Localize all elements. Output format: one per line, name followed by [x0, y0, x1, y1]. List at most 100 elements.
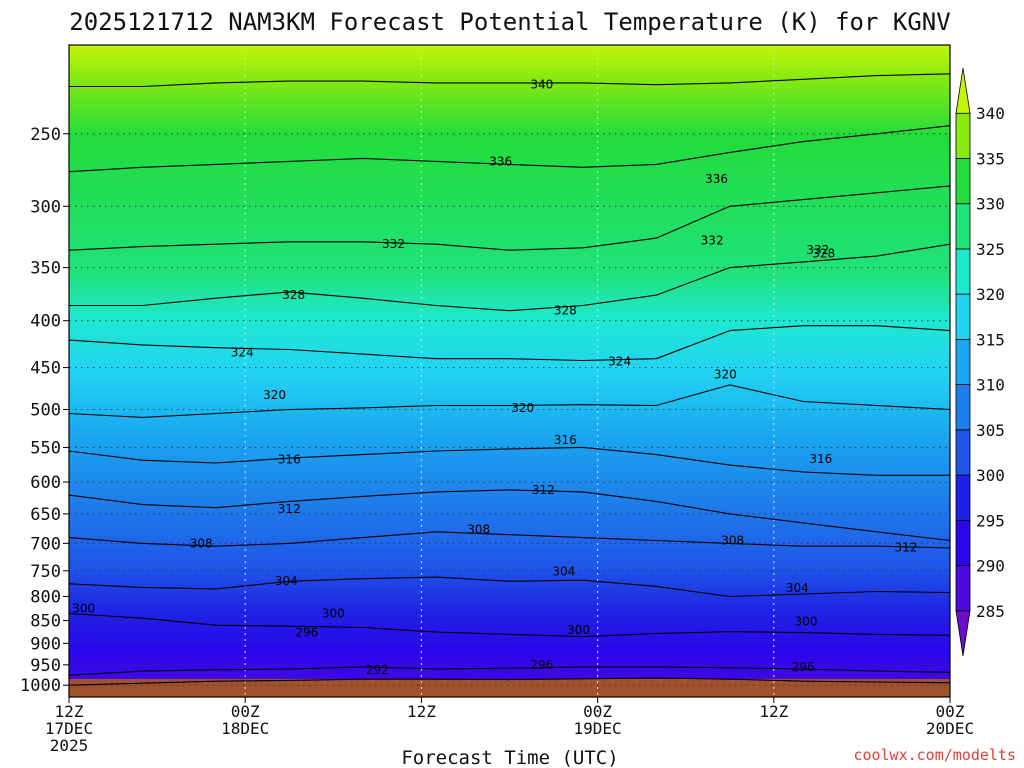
- y-tick-label: 700: [30, 534, 61, 554]
- x-tick-label-line2: 20DEC: [926, 719, 974, 738]
- y-tick-label: 750: [30, 562, 61, 582]
- contour-label: 324: [608, 354, 631, 368]
- x-tick-label-line1: 00Z: [583, 702, 612, 721]
- theta-field: [69, 45, 950, 697]
- colorbar-label: 285: [976, 602, 1005, 621]
- colorbar-high-arrow: [955, 67, 971, 114]
- isentrope-332: [69, 185, 950, 251]
- contour-label: 296: [295, 626, 318, 640]
- x-tick-label-line1: 12Z: [407, 702, 436, 721]
- x-tick-label-line2: 18DEC: [221, 719, 269, 738]
- y-tick-label: 350: [30, 259, 61, 279]
- contour-label: 300: [795, 615, 818, 629]
- contour-label: 336: [489, 154, 512, 168]
- colorbar-label: 300: [976, 466, 1005, 485]
- colorbar-label: 340: [976, 104, 1005, 123]
- colorbar-label: 330: [976, 195, 1005, 214]
- colorbar-segment: [955, 248, 971, 295]
- colorbar-segment: [955, 338, 971, 386]
- contour-label: 296: [530, 658, 553, 672]
- isentrope-300: [69, 612, 950, 638]
- contour-label: 312: [278, 502, 301, 516]
- colorbar-segment: [955, 112, 971, 159]
- contour-label: 312: [532, 483, 555, 497]
- isentrope-296: [69, 666, 950, 676]
- x-tick-label-line1: 12Z: [759, 702, 788, 721]
- colorbar-label: 320: [976, 285, 1005, 304]
- colorbar-segment: [955, 429, 971, 476]
- contour-label: 320: [511, 401, 534, 415]
- contour-label: 328: [812, 247, 835, 261]
- isentrope-320: [69, 384, 950, 418]
- y-tick-label: 950: [30, 656, 61, 676]
- x-tick-label-line2: 17DEC: [45, 719, 93, 738]
- contour-label: 308: [190, 536, 213, 550]
- contour-label: 308: [467, 522, 490, 536]
- contour-label: 308: [721, 534, 744, 548]
- y-tick-label: 900: [30, 634, 61, 654]
- contour-label: 328: [282, 288, 305, 302]
- x-tick-label-line1: 00Z: [231, 702, 260, 721]
- contour-label: 316: [278, 453, 301, 467]
- x-axis-label: Forecast Time (UTC): [401, 747, 618, 768]
- y-tick-label: 800: [30, 587, 61, 607]
- y-tick-label: 850: [30, 612, 61, 632]
- colorbar-label: 335: [976, 149, 1005, 168]
- y-tick-label: 1000: [20, 676, 61, 696]
- contour-label: 316: [554, 433, 577, 447]
- colorbar-segment: [955, 203, 971, 250]
- contour-label: 324: [231, 345, 254, 359]
- colorbar-label: 305: [976, 421, 1005, 440]
- contour-label: 340: [530, 78, 553, 92]
- colorbar-segment: [955, 474, 971, 521]
- y-tick-label: 250: [30, 125, 61, 145]
- contour-label: 320: [263, 388, 286, 402]
- isentrope-312: [69, 489, 950, 542]
- plot-frame: [68, 44, 951, 698]
- isentrope-292: [69, 677, 950, 686]
- contour-label: 336: [705, 172, 728, 186]
- contour-label: 332: [382, 237, 405, 251]
- isentrope-304: [69, 576, 950, 598]
- colorbar-label: 290: [976, 557, 1005, 576]
- colorbar-segment: [955, 565, 971, 612]
- colorbar-segment: [955, 158, 971, 205]
- colorbar-segment: [955, 384, 971, 431]
- contour-label: 304: [275, 574, 298, 588]
- contour-label: 312: [894, 540, 917, 554]
- grid-lines: [69, 45, 950, 697]
- contour-label: 300: [567, 623, 590, 637]
- colorbar-label: 315: [976, 330, 1005, 349]
- ground-surface: [69, 679, 950, 697]
- y-tick-label: 600: [30, 473, 61, 493]
- colorbar-label: 325: [976, 240, 1005, 259]
- colorbar: 285 290 295 300 305 310 315 320 325 330 335 340: [955, 67, 1005, 657]
- contour-label: 332: [701, 234, 724, 248]
- contour-label: 292: [366, 663, 389, 677]
- colorbar-segment: [955, 293, 971, 340]
- x-tick-label-line2: 19DEC: [574, 719, 622, 738]
- y-tick-label: 400: [30, 312, 61, 332]
- x-tick-label-line3: 2025: [50, 736, 89, 755]
- contour-label: 316: [809, 452, 832, 466]
- y-tick-label: 300: [30, 197, 61, 217]
- isentrope-contours: [69, 73, 950, 686]
- x-tick-label-line1: 12Z: [55, 702, 84, 721]
- contour-label: 320: [714, 368, 737, 382]
- isentrope-308: [69, 531, 950, 549]
- y-tick-label: 500: [30, 401, 61, 421]
- colorbar-label: 295: [976, 511, 1005, 530]
- credit-text: coolwx.com/modelts: [853, 746, 1016, 764]
- isentrope-340: [69, 73, 950, 88]
- contour-label: 296: [792, 660, 815, 674]
- contour-label: 300: [72, 602, 95, 616]
- y-tick-label: 450: [30, 359, 61, 379]
- colorbar-label: 310: [976, 376, 1005, 395]
- x-tick-label-line1: 00Z: [936, 702, 965, 721]
- colorbar-segment: [955, 519, 971, 566]
- y-axis-ticks: 2503003504004505005506006507007508008509…: [20, 125, 69, 696]
